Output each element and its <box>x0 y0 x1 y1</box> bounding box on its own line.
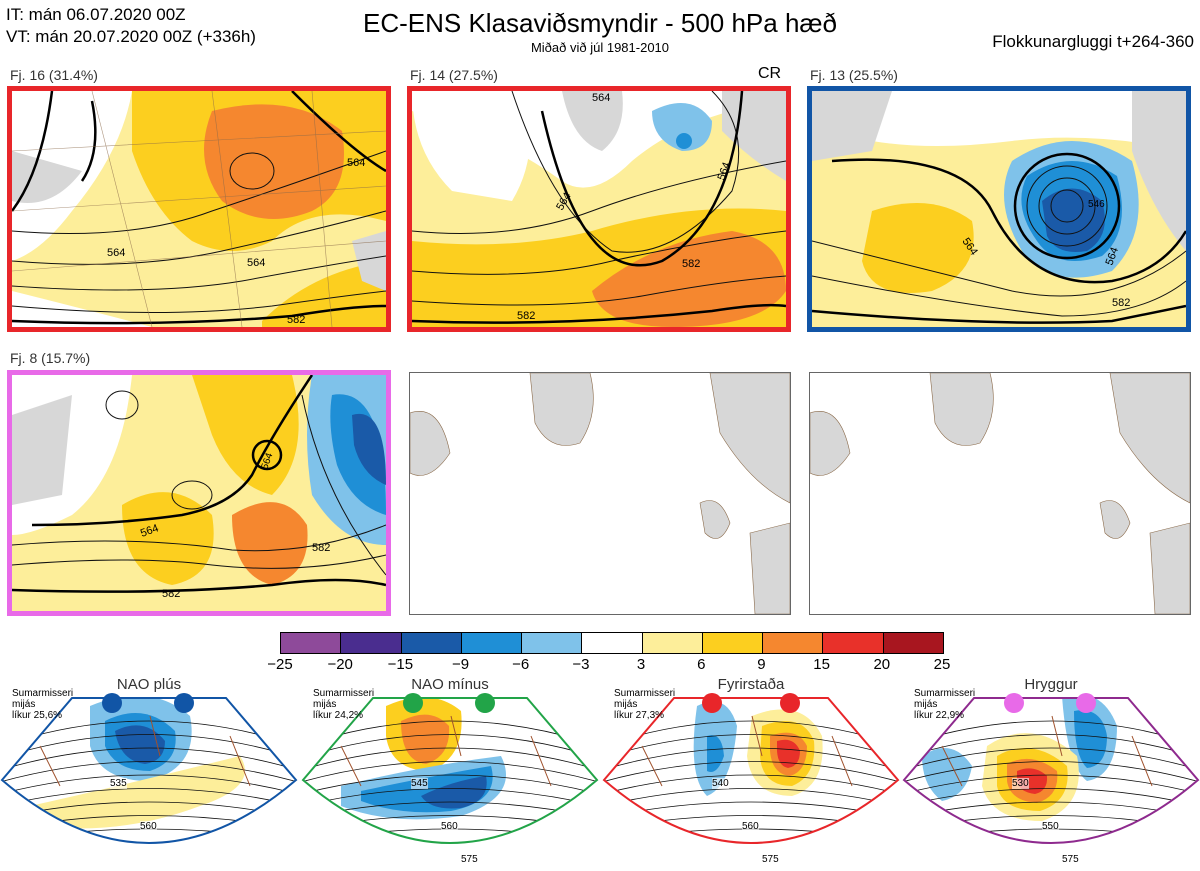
regime-info-line: líkur 25,6% <box>12 710 63 721</box>
regime-contour-label: 560 <box>140 821 157 832</box>
regime-info-line: líkur 24,2% <box>313 710 364 721</box>
cluster-map-1[interactable]: 564 564 582 564 <box>7 86 391 332</box>
colorbar-segment <box>461 633 523 653</box>
colorbar-segment <box>341 633 402 653</box>
contour-label: 546 <box>1088 199 1105 210</box>
cluster-map-2[interactable]: 564 582 582 564 564 <box>407 86 791 332</box>
regime-info-line: mijás <box>914 699 938 710</box>
regime-info: Sumarmisseri mijás líkur 24,2% <box>313 688 374 721</box>
colorbar-tick-label: −6 <box>512 656 530 673</box>
contour-label: 582 <box>162 588 180 600</box>
colorbar-segment <box>582 633 643 653</box>
regime-contour-label: 575 <box>762 854 779 865</box>
colorbar-tick-label: −25 <box>267 656 293 673</box>
cluster-map-4[interactable]: 564 582 582 564 <box>7 370 391 616</box>
colorbar-tick-label: −20 <box>327 656 353 673</box>
page-subtitle: Miðað við júl 1981-2010 <box>530 40 670 55</box>
regime-info-line: líkur 22,9% <box>914 710 965 721</box>
empty-map-1 <box>409 372 791 615</box>
regime-panel[interactable]: Hryggur Sumarmisseri mijás líkur 22,9% 530 55… <box>902 676 1200 871</box>
page-title: EC-ENS Klasaviðsmyndir - 500 hPa hæð <box>363 8 837 38</box>
regime-info-line: líkur 27,3% <box>614 710 665 721</box>
contour-label: 582 <box>682 258 700 270</box>
regime-contour-label: 530 <box>1012 778 1029 789</box>
regime-info-line: mijás <box>313 699 337 710</box>
regime-contour-label: 550 <box>1042 821 1059 832</box>
contour-label: 564 <box>247 257 265 269</box>
cluster-label-4: Fj. 8 (15.7%) <box>10 350 91 366</box>
cluster-label-3: Fj. 13 (25.5%) <box>810 67 898 83</box>
regime-info-line: mijás <box>614 699 638 710</box>
regime-contour-label: 545 <box>411 778 428 789</box>
regime-info-line: Sumarmisseri <box>313 688 375 699</box>
regime-panel[interactable]: NAO mínus Sumarmisseri mijás líkur 24,2% 545… <box>301 676 599 871</box>
colorbar-tick-label: 25 <box>933 656 951 673</box>
colorbar-segment <box>702 633 764 653</box>
colorbar-tick-label: 15 <box>813 656 830 673</box>
regime-title: Fyrirstaða <box>717 676 785 693</box>
colorbar-segment <box>642 633 703 653</box>
window-label: Flokkunargluggi t+264-360 <box>992 32 1194 51</box>
regime-info-line: Sumarmisseri <box>12 688 74 699</box>
colorbar-tick-label: −15 <box>387 656 414 673</box>
contour-label: 564 <box>107 247 125 259</box>
regime-contour-label: 540 <box>712 778 729 789</box>
contour-label: 564 <box>592 92 610 104</box>
regime-info: Sumarmisseri mijás líkur 27,3% <box>614 688 675 721</box>
regime-contour-label: 575 <box>1062 854 1079 865</box>
regime-panel[interactable]: Fyrirstaða Sumarmisseri mijás líkur 27,3% 54… <box>602 676 900 871</box>
colorbar-segment <box>522 633 583 653</box>
regime-contour-label: 575 <box>461 854 478 865</box>
colorbar-tick-label: 3 <box>636 656 646 673</box>
colorbar-tick-label: −9 <box>451 656 470 673</box>
valid-time: VT: mán 20.07.2020 00Z (+336h) <box>6 27 256 46</box>
regime-title: Hryggur <box>1024 676 1078 693</box>
cluster-tag-cr: CR <box>758 65 782 82</box>
regime-info: Sumarmisseri mijás líkur 22,9% <box>914 688 975 721</box>
regime-title: NAO mínus <box>411 676 489 693</box>
colorbar-tick-label: 6 <box>697 656 706 673</box>
regime-info-line: Sumarmisseri <box>614 688 676 699</box>
regime-panel[interactable]: NAO plús Sumarmisseri mijás líkur 25,6% 535 5… <box>0 676 298 871</box>
colorbar-segment <box>401 633 462 653</box>
colorbar-segment <box>281 633 342 653</box>
contour-label: 582 <box>312 542 330 554</box>
colorbar-segment <box>763 633 824 653</box>
colorbar-tick-label: 20 <box>873 656 891 673</box>
cluster-label-1: Fj. 16 (31.4%) <box>10 67 98 83</box>
regime-contour-label: 560 <box>441 821 458 832</box>
regime-info-line: mijás <box>12 699 36 710</box>
contour-label: 564 <box>347 157 365 169</box>
cluster-map-3[interactable]: 564 582 564 546 <box>807 86 1191 332</box>
init-time: IT: mán 06.07.2020 00Z <box>6 5 186 24</box>
contour-label: 564 <box>1104 246 1122 267</box>
anomaly-colorbar <box>280 632 944 654</box>
regime-contour-label: 535 <box>110 778 127 789</box>
colorbar-tick-label: −3 <box>572 656 590 673</box>
contour-label: 564 <box>716 161 734 182</box>
regime-contour-label: 560 <box>742 821 759 832</box>
regime-info: Sumarmisseri mijás líkur 25,6% <box>12 688 73 721</box>
contour-label: 582 <box>517 310 535 322</box>
contour-label: 564 <box>139 522 160 540</box>
colorbar-segment <box>883 633 943 653</box>
contour-label: 582 <box>1112 297 1130 309</box>
empty-map-2 <box>809 372 1191 615</box>
contour-label: 582 <box>287 314 305 326</box>
header-info: IT: mán 06.07.2020 00Z VT: mán 20.07.202… <box>6 4 256 48</box>
colorbar-segment <box>823 633 884 653</box>
regime-title: NAO plús <box>116 676 182 693</box>
regime-info-line: Sumarmisseri <box>914 688 976 699</box>
cluster-label-2: Fj. 14 (27.5%) <box>410 67 498 83</box>
colorbar-tick-label: 9 <box>757 656 766 673</box>
